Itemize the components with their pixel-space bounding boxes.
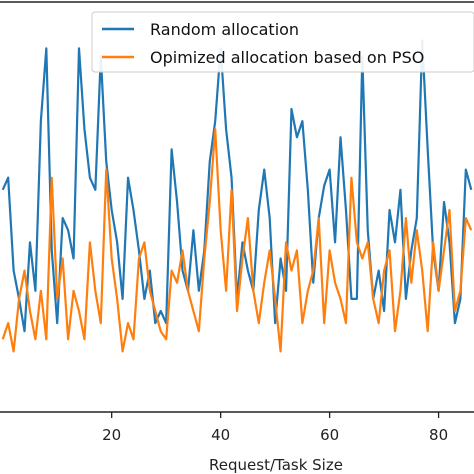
legend: Random allocation Opimized allocation bas… <box>91 11 474 73</box>
x-tick-label-40: 40 <box>211 426 230 444</box>
x-tick-label-60: 60 <box>320 426 339 444</box>
x-axis-label: Request/Task Size <box>209 456 343 474</box>
legend-label-random-allocation: Random allocation <box>150 20 299 39</box>
plot-area <box>1 39 473 353</box>
series-line-pso-allocation <box>1 128 473 353</box>
axes: 20 40 60 80 <box>0 1 474 444</box>
x-tick-label-80: 80 <box>429 426 448 444</box>
x-tick-label-20: 20 <box>102 426 121 444</box>
legend-label-pso-allocation: Opimized allocation based on PSO <box>150 48 424 67</box>
legend-box <box>91 11 474 73</box>
